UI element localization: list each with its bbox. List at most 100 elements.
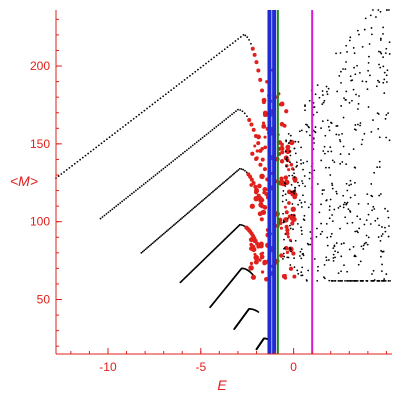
data-point <box>340 81 342 84</box>
data-point <box>156 99 159 102</box>
axes <box>55 10 392 355</box>
data-point <box>101 216 104 218</box>
data-point <box>321 94 324 96</box>
data-point <box>341 161 344 163</box>
data-point <box>148 178 151 181</box>
data-point <box>385 114 388 116</box>
data-point <box>213 56 215 59</box>
data-point <box>370 27 373 29</box>
data-point <box>325 199 328 201</box>
data-point <box>347 208 350 210</box>
data-point <box>326 90 328 93</box>
data-point <box>356 64 358 67</box>
data-point <box>383 71 386 74</box>
data-point <box>193 206 196 209</box>
data-point <box>237 169 240 171</box>
red-point <box>283 175 289 180</box>
data-point <box>338 133 340 136</box>
data-point <box>156 172 159 175</box>
data-point <box>342 145 345 148</box>
data-point <box>281 194 284 197</box>
red-point <box>262 186 268 193</box>
data-point <box>323 263 326 266</box>
data-point <box>127 121 130 124</box>
data-point <box>297 272 300 275</box>
data-point <box>164 166 167 169</box>
data-point <box>289 161 291 164</box>
red-point <box>256 68 261 73</box>
data-point <box>222 182 224 185</box>
data-point <box>63 171 65 173</box>
data-point <box>329 146 332 149</box>
data-point <box>231 173 234 176</box>
data-point <box>388 41 391 44</box>
data-point <box>349 211 352 213</box>
data-point <box>369 223 372 225</box>
data-point <box>367 106 370 108</box>
data-point <box>301 182 304 185</box>
red-point <box>284 210 289 215</box>
data-point <box>345 203 348 206</box>
data-point <box>387 216 390 219</box>
data-point <box>209 193 212 195</box>
data-point <box>201 136 204 139</box>
data-point <box>341 279 343 282</box>
data-point <box>307 243 310 246</box>
data-point <box>211 128 214 131</box>
data-point <box>172 87 175 89</box>
data-point <box>337 207 340 209</box>
data-point <box>331 187 334 190</box>
data-point <box>337 279 340 282</box>
red-point <box>287 201 291 205</box>
data-point <box>141 250 144 253</box>
data-point <box>289 154 292 157</box>
data-point <box>294 140 297 143</box>
data-point <box>367 202 370 205</box>
red-point <box>292 194 298 200</box>
data-point <box>285 158 288 161</box>
data-point <box>330 232 333 235</box>
data-point <box>340 70 342 73</box>
red-point <box>257 183 262 189</box>
data-point <box>140 184 143 187</box>
data-point <box>165 230 168 233</box>
data-point <box>300 271 303 274</box>
data-point <box>350 183 353 186</box>
data-point <box>323 145 326 148</box>
data-point <box>289 227 292 230</box>
data-point <box>294 189 296 191</box>
data-point <box>138 113 140 116</box>
data-point <box>191 144 194 147</box>
data-point <box>154 239 157 242</box>
data-point <box>357 202 360 205</box>
data-point <box>372 9 374 11</box>
data-point <box>361 279 364 282</box>
data-point <box>323 189 325 191</box>
data-point <box>195 205 198 207</box>
data-point <box>385 9 388 11</box>
data-point <box>359 124 361 127</box>
data-point <box>95 146 98 149</box>
data-point <box>283 247 286 249</box>
red-point <box>260 157 265 162</box>
data-point <box>375 85 378 88</box>
data-point <box>99 217 102 220</box>
data-point <box>202 64 205 67</box>
data-point <box>287 142 290 144</box>
data-point <box>345 163 348 166</box>
data-point <box>293 176 296 179</box>
data-point <box>242 168 245 171</box>
data-point <box>151 103 154 106</box>
red-point <box>258 77 263 82</box>
data-point <box>342 194 345 197</box>
data-point <box>388 53 391 55</box>
data-point <box>296 269 299 272</box>
data-point <box>332 253 335 256</box>
data-point <box>105 213 108 215</box>
red-point <box>279 226 283 230</box>
data-point <box>239 109 242 111</box>
data-point <box>337 251 339 254</box>
data-point <box>290 213 293 216</box>
data-point <box>133 191 135 194</box>
data-point <box>344 68 347 71</box>
